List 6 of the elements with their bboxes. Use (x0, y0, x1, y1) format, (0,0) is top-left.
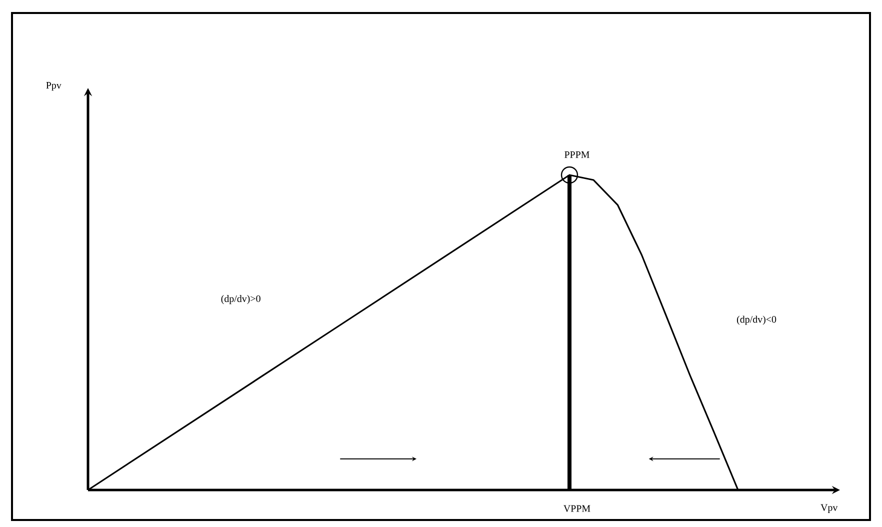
text: PPPM (564, 151, 590, 158)
annotation: (dp/dv)<0 (736, 316, 776, 325)
text: Vpv (820, 504, 838, 513)
text: Ppv (46, 82, 62, 91)
text: VPPM (564, 505, 590, 512)
annotation: (dp/dv)>0 (221, 295, 260, 304)
